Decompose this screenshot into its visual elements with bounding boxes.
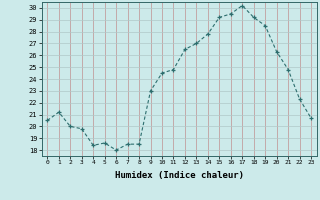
X-axis label: Humidex (Indice chaleur): Humidex (Indice chaleur) [115,171,244,180]
